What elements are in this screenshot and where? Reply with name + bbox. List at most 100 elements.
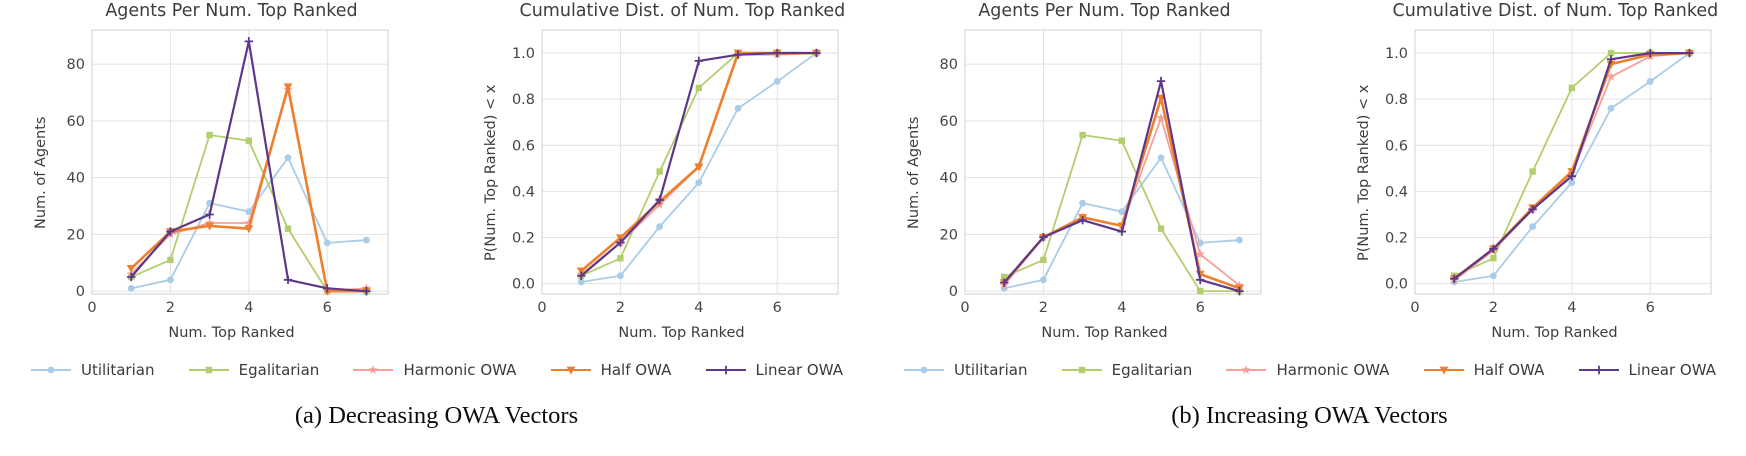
svg-text:0: 0 [1410,300,1419,316]
egalitarian-marker-icon [1061,366,1102,374]
svg-text:2: 2 [165,300,174,316]
legend-item-egalitarian: Egalitarian [1061,361,1193,379]
svg-text:4: 4 [1567,300,1576,316]
half-owa-marker-icon [550,366,591,375]
legend-item-label: Half OWA [1473,361,1545,379]
harmonic-owa-marker-icon [353,365,394,374]
svg-text:0: 0 [87,300,96,316]
panel-decreasing-owa: Agents Per Num. Top Ranked Num. of Agent… [0,0,873,430]
svg-text:6: 6 [772,300,781,316]
svg-text:0.8: 0.8 [1384,92,1407,108]
legend-item-linear-owa: Linear OWA [705,361,843,379]
harmonic-owa-marker-icon [1226,365,1267,374]
svg-text:40: 40 [939,171,957,187]
plot-area: 0 2 4 6 0.0 0.2 0.4 0.6 0.8 1.0 [501,22,844,324]
legend-item-label: Half OWA [600,361,672,379]
svg-text:0.2: 0.2 [511,231,534,247]
y-axis-label: P(Num. Top Ranked) < x [1355,84,1372,262]
svg-text:0.0: 0.0 [1384,277,1407,293]
chart-body: Num. of Agents 0 2 4 6 0 20 40 60 80 [903,22,1267,324]
figure: Agents Per Num. Top Ranked Num. of Agent… [0,0,1746,430]
charts-row: Agents Per Num. Top Ranked Num. of Agent… [0,0,873,344]
plot-area: 0 2 4 6 0.0 0.2 0.4 0.6 0.8 1.0 [1374,22,1717,324]
svg-text:4: 4 [694,300,703,316]
chart-title: Agents Per Num. Top Ranked [105,1,358,21]
legend-item-utilitarian: Utilitarian [903,361,1027,379]
svg-text:20: 20 [939,227,957,243]
x-axis-label: Num. Top Ranked [1041,325,1168,341]
legend-item-half-owa: Half OWA [550,361,672,379]
svg-text:0.4: 0.4 [511,184,534,200]
chart-body: Num. of Agents 0 2 4 6 0 20 40 60 80 [30,22,394,324]
svg-text:0.6: 0.6 [511,138,534,154]
charts-row: Agents Per Num. Top Ranked Num. of Agent… [873,0,1746,344]
svg-text:4: 4 [244,300,253,316]
chart-title: Cumulative Dist. of Num. Top Ranked [519,1,846,21]
svg-text:6: 6 [1195,300,1204,316]
svg-text:0: 0 [960,300,969,316]
svg-text:40: 40 [66,171,84,187]
y-axis-label: P(Num. Top Ranked) < x [482,84,499,262]
x-axis-label: Num. Top Ranked [618,325,745,341]
legend-item-label: Utilitarian [954,361,1028,379]
svg-text:0.2: 0.2 [1384,231,1407,247]
caption-b: (b) Increasing OWA Vectors [1171,402,1448,429]
linear-owa-marker-icon [705,365,746,375]
x-axis-label: Num. Top Ranked [1491,325,1618,341]
svg-text:0.8: 0.8 [511,92,534,108]
legend-item-half-owa: Half OWA [1423,361,1545,379]
y-axis-label: Num. of Agents [905,116,922,230]
chart-cdf-increasing: Cumulative Dist. of Num. Top Ranked P(Nu… [1353,0,1719,344]
legend-item-label: Utilitarian [81,361,155,379]
svg-text:2: 2 [1488,300,1497,316]
chart-body: P(Num. Top Ranked) < x 0 2 4 6 0.0 0.2 0.4 0.6 0… [1353,22,1717,324]
panel-increasing-owa: Agents Per Num. Top Ranked Num. of Agent… [873,0,1746,430]
legend: Utilitarian Egalitarian Harmonic OWA Half O… [0,344,873,388]
legend: Utilitarian Egalitarian Harmonic OWA Half O… [873,344,1746,388]
caption-a: (a) Decreasing OWA Vectors [294,402,579,429]
svg-text:80: 80 [66,57,84,73]
chart-agents-decreasing: Agents Per Num. Top Ranked Num. of Agent… [30,0,394,344]
svg-text:0.6: 0.6 [1384,138,1407,154]
svg-text:2: 2 [1038,300,1047,316]
legend-item-egalitarian: Egalitarian [188,361,320,379]
legend-item-linear-owa: Linear OWA [1578,361,1716,379]
chart-title: Agents Per Num. Top Ranked [978,1,1231,21]
egalitarian-marker-icon [188,366,229,374]
chart-cdf-decreasing: Cumulative Dist. of Num. Top Ranked P(Nu… [480,0,846,344]
legend-item-label: Linear OWA [755,361,843,379]
utilitarian-marker-icon [31,366,71,374]
svg-text:0.0: 0.0 [511,277,534,293]
legend-item-label: Linear OWA [1628,361,1716,379]
legend-item-harmonic-owa: Harmonic OWA [1225,361,1389,379]
legend-item-label: Egalitarian [238,361,320,379]
svg-text:60: 60 [939,114,957,130]
chart-body: P(Num. Top Ranked) < x 0 2 4 6 0.0 0.2 0.4 0.6 0… [480,22,844,324]
legend-item-label: Harmonic OWA [1276,361,1390,379]
svg-text:0.4: 0.4 [1384,184,1407,200]
svg-text:0: 0 [537,300,546,316]
legend-item-utilitarian: Utilitarian [30,361,154,379]
svg-text:2: 2 [615,300,624,316]
x-axis-label: Num. Top Ranked [168,325,295,341]
utilitarian-marker-icon [904,366,944,374]
svg-text:1.0: 1.0 [1384,46,1407,62]
chart-agents-increasing: Agents Per Num. Top Ranked Num. of Agent… [903,0,1267,344]
svg-text:6: 6 [1645,300,1654,316]
legend-item-label: Egalitarian [1111,361,1193,379]
svg-text:4: 4 [1117,300,1126,316]
linear-owa-marker-icon [1578,365,1619,375]
svg-text:20: 20 [66,227,84,243]
svg-text:80: 80 [939,57,957,73]
svg-text:60: 60 [66,114,84,130]
svg-text:6: 6 [322,300,331,316]
legend-item-label: Harmonic OWA [403,361,517,379]
svg-text:0: 0 [948,284,957,300]
svg-text:1.0: 1.0 [511,46,534,62]
svg-text:0: 0 [75,284,84,300]
half-owa-marker-icon [1423,366,1464,375]
y-axis-label: Num. of Agents [32,116,49,230]
chart-title: Cumulative Dist. of Num. Top Ranked [1392,1,1719,21]
